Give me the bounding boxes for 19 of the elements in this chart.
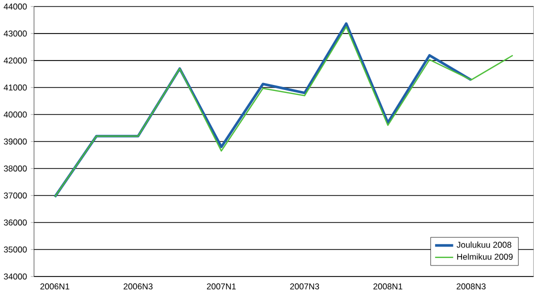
y-tick-label: 43000 <box>4 30 27 37</box>
x-tick-label: 2006N1 <box>40 283 70 290</box>
y-tick-label: 44000 <box>4 4 27 10</box>
y-tick-label: 36000 <box>4 220 27 226</box>
x-tick-label: 2006N3 <box>124 283 153 290</box>
x-tick-label: 2008N3 <box>456 283 486 290</box>
y-tick-label: 37000 <box>4 192 27 199</box>
legend-label: Joulukuu 2008 <box>456 242 512 248</box>
x-tick-label: 2007N1 <box>206 283 236 290</box>
y-tick-label: 38000 <box>4 166 27 172</box>
legend-label: Helmikuu 2009 <box>457 254 513 260</box>
x-tick-label: 2008N1 <box>373 283 402 290</box>
y-tick-label: 35000 <box>4 246 27 253</box>
y-tick-label: 34000 <box>4 274 27 280</box>
y-tick-label: 39000 <box>4 138 27 145</box>
y-tick-label: 42000 <box>4 58 27 64</box>
y-tick-label: 40000 <box>4 112 27 118</box>
x-tick-label: 2007N3 <box>290 283 320 290</box>
y-tick-label: 41000 <box>4 84 27 91</box>
